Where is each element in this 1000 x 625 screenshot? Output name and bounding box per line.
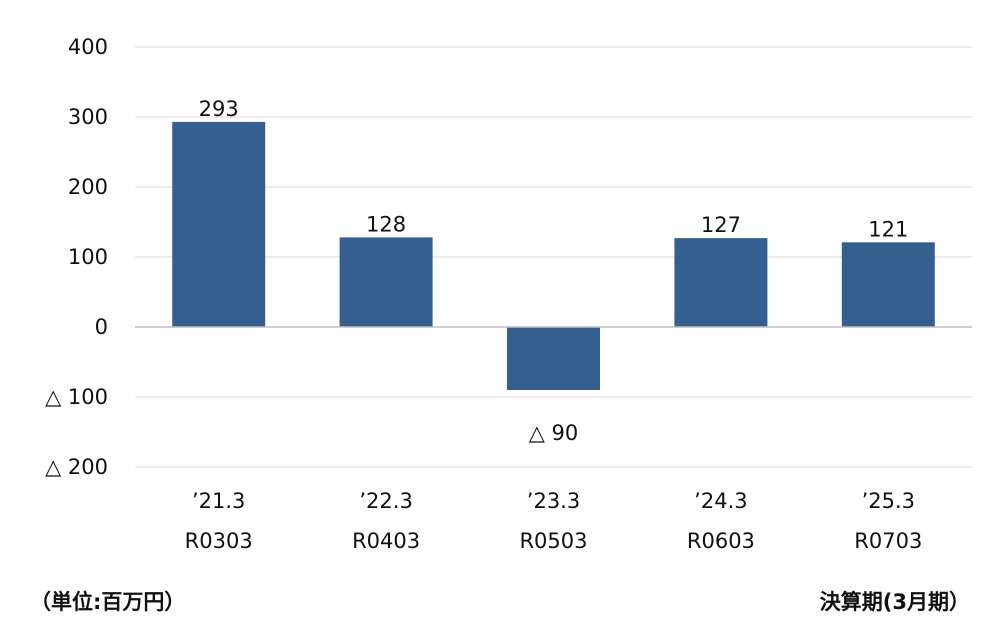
x-tick-label: R0503 bbox=[519, 529, 587, 553]
data-label: △ 90 bbox=[529, 421, 579, 445]
data-label: 121 bbox=[868, 217, 908, 241]
bar bbox=[841, 242, 935, 327]
data-label: 293 bbox=[199, 97, 239, 121]
bar bbox=[339, 237, 433, 327]
gridlines bbox=[135, 46, 972, 468]
data-labels: 293 128 △ 90 127 121 bbox=[199, 97, 909, 445]
x-tick-label: R0603 bbox=[687, 529, 755, 553]
x-tick-label: R0303 bbox=[185, 529, 253, 553]
unit-label: （単位:百万円） bbox=[30, 590, 186, 614]
bars bbox=[172, 121, 935, 390]
x-tick-label: ’23.3 bbox=[527, 489, 580, 513]
bar bbox=[507, 327, 600, 390]
data-label: 127 bbox=[701, 213, 741, 237]
x-tick-label: ’21.3 bbox=[192, 489, 245, 513]
y-tick-label: 300 bbox=[68, 105, 108, 129]
data-label: 128 bbox=[366, 212, 406, 236]
bar-chart: 400 300 200 100 0 △ 100 △ 200 293 128 △ 90 127 121… bbox=[45, 35, 972, 553]
x-tick-label: R0403 bbox=[352, 529, 420, 553]
y-tick-label: 400 bbox=[68, 35, 108, 59]
x-tick-label: ’22.3 bbox=[359, 489, 412, 513]
x-tick-label: R0703 bbox=[854, 529, 922, 553]
bar bbox=[674, 238, 768, 327]
bar bbox=[172, 121, 266, 328]
y-tick-label: 100 bbox=[68, 245, 108, 269]
y-axis-ticks: 400 300 200 100 0 △ 100 △ 200 bbox=[45, 35, 108, 479]
y-tick-label: 200 bbox=[68, 175, 108, 199]
x-tick-label: ’25.3 bbox=[862, 489, 915, 513]
period-label: 決算期(3月期） bbox=[819, 590, 970, 614]
y-tick-label: △ 100 bbox=[45, 385, 108, 409]
y-tick-label: 0 bbox=[95, 315, 108, 339]
x-axis-labels: ’21.3 R0303 ’22.3 R0403 ’23.3 R0503 ’24.3 R0603… bbox=[185, 489, 923, 553]
y-tick-label: △ 200 bbox=[45, 455, 108, 479]
x-tick-label: ’24.3 bbox=[694, 489, 747, 513]
